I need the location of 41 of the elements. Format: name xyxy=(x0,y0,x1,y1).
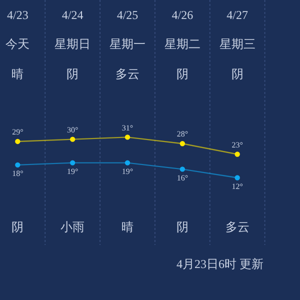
text: 星期一 xyxy=(110,37,146,52)
point xyxy=(15,138,20,144)
text: 多云 xyxy=(116,67,140,82)
data-label: 31° xyxy=(122,123,134,132)
text: 阴 xyxy=(231,67,244,82)
x-tick-label: 4/24 xyxy=(62,8,84,22)
x-tick-label: 4/27 xyxy=(226,8,248,22)
data-label: 29° xyxy=(12,128,24,137)
data-label: 19° xyxy=(66,166,78,176)
x-tick-label: 4/26 xyxy=(172,8,194,22)
point xyxy=(70,160,76,166)
text: 阴 xyxy=(176,67,188,82)
data-label: 12° xyxy=(232,182,243,191)
point xyxy=(124,134,130,140)
text: 4月23日6时 更新 xyxy=(176,257,264,272)
data-label: 30° xyxy=(66,125,78,134)
text: 晴 xyxy=(12,67,24,82)
data-label: 18° xyxy=(12,169,24,178)
text: 多云 xyxy=(225,220,250,234)
text: 星期二 xyxy=(164,37,200,52)
text: 今天 xyxy=(6,37,30,52)
text: 小雨 xyxy=(60,220,85,234)
x-tick-label: 4/23 xyxy=(6,8,28,22)
x-tick-label: 4/25 xyxy=(116,8,138,22)
data-label: 19° xyxy=(122,166,134,176)
point xyxy=(234,175,240,180)
text: 阴 xyxy=(176,220,188,234)
point xyxy=(124,160,130,166)
data-label: 23° xyxy=(232,140,243,150)
data-label: 28° xyxy=(176,130,188,139)
text: 星期日 xyxy=(54,37,91,52)
text: 晴 xyxy=(122,220,134,234)
data-label: 16° xyxy=(176,173,188,182)
text: 阴 xyxy=(66,67,79,82)
text: 阴 xyxy=(12,220,24,234)
point xyxy=(70,136,76,142)
point xyxy=(180,166,186,172)
point xyxy=(234,152,240,157)
point xyxy=(180,141,186,146)
text: 星期三 xyxy=(219,37,256,52)
point xyxy=(15,162,20,168)
